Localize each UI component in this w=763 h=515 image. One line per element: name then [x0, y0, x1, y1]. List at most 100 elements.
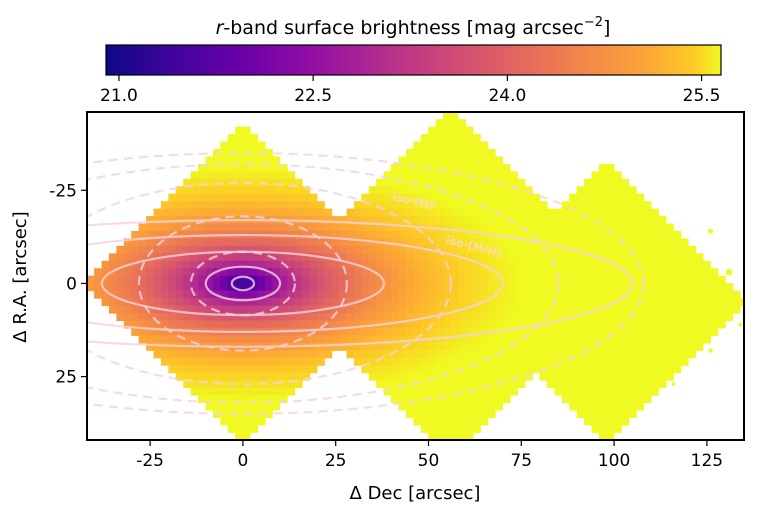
map-pixel	[688, 245, 697, 254]
map-pixel	[450, 424, 459, 433]
map-pixel	[665, 275, 674, 284]
map-pixel	[569, 216, 578, 225]
map-pixel	[443, 178, 452, 187]
map-pixel	[316, 275, 325, 284]
map-pixel	[457, 245, 466, 254]
map-pixel	[487, 253, 496, 262]
map-pixel	[443, 193, 452, 202]
map-pixel	[376, 245, 385, 254]
map-pixel	[279, 394, 288, 404]
map-pixel	[502, 230, 511, 240]
map-pixel	[108, 298, 117, 307]
map-pixel	[584, 283, 593, 292]
map-pixel	[636, 312, 645, 322]
map-pixel	[220, 372, 229, 381]
map-pixel	[628, 260, 637, 269]
map-pixel	[146, 327, 155, 336]
map-pixel	[309, 208, 318, 217]
map-pixel	[517, 186, 526, 195]
map-pixel	[250, 148, 259, 158]
map-pixel	[539, 245, 548, 254]
map-pixel	[212, 171, 221, 180]
map-pixel	[613, 342, 622, 351]
map-pixel	[220, 402, 229, 411]
map-pixel	[450, 290, 459, 299]
map-pixel	[598, 253, 607, 262]
map-pixel	[301, 372, 311, 381]
map-pixel	[517, 298, 526, 307]
map-pixel	[212, 253, 221, 262]
map-pixel	[368, 327, 377, 336]
map-pixel	[116, 312, 125, 322]
map-pixel	[316, 201, 325, 210]
map-pixel	[146, 245, 155, 254]
map-pixel	[235, 275, 244, 284]
map-pixel	[198, 335, 207, 344]
map-pixel	[235, 387, 244, 396]
map-pixel	[428, 141, 437, 150]
map-pixel	[353, 201, 362, 210]
map-spot	[679, 303, 683, 308]
map-pixel	[153, 268, 162, 277]
map-pixel	[480, 350, 489, 359]
map-pixel	[613, 372, 622, 381]
map-pixel	[465, 320, 474, 329]
map-pixel	[220, 201, 229, 210]
map-pixel	[598, 432, 607, 440]
map-pixel	[435, 193, 444, 202]
map-pixel	[443, 387, 452, 396]
map-pixel	[183, 320, 192, 329]
map-pixel	[695, 335, 704, 344]
map-pixel	[457, 178, 466, 187]
map-pixel	[428, 350, 437, 359]
map-pixel	[264, 298, 273, 307]
map-pixel	[576, 350, 585, 359]
map-pixel	[584, 417, 593, 426]
map-pixel	[212, 365, 221, 374]
map-pixel	[413, 268, 422, 277]
map-pixel	[324, 327, 333, 336]
map-pixel	[235, 208, 244, 217]
map-pixel	[569, 305, 578, 314]
map-pixel	[539, 335, 548, 344]
map-pixel	[450, 312, 459, 322]
map-pixel	[502, 312, 511, 322]
map-pixel	[376, 372, 385, 381]
map-pixel	[227, 320, 236, 329]
map-pixel	[190, 201, 199, 210]
map-pixel	[472, 327, 481, 336]
map-pixel	[643, 357, 652, 366]
map-pixel	[598, 305, 607, 314]
map-pixel	[250, 163, 259, 172]
map-pixel	[443, 201, 452, 210]
map-pixel	[643, 365, 652, 374]
map-pixel	[383, 216, 392, 225]
map-pixel	[628, 350, 637, 359]
map-pixel	[606, 290, 615, 299]
map-pixel	[376, 312, 385, 322]
map-pixel	[591, 216, 600, 225]
map-pixel	[250, 402, 259, 411]
map-pixel	[279, 201, 288, 210]
map-pixel	[487, 305, 496, 314]
map-pixel	[264, 312, 273, 322]
map-pixel	[287, 357, 296, 366]
map-pixel	[353, 223, 362, 232]
map-pixel	[116, 283, 125, 292]
map-pixel	[227, 312, 236, 322]
map-pixel	[413, 342, 422, 351]
map-pixel	[465, 424, 474, 433]
map-pixel	[331, 335, 340, 344]
map-pixel	[450, 298, 459, 307]
map-pixel	[242, 372, 251, 381]
map-pixel	[443, 402, 452, 411]
map-pixel	[509, 320, 518, 329]
map-pixel	[502, 208, 511, 217]
map-pixel	[346, 230, 355, 240]
map-pixel	[658, 268, 667, 277]
map-pixel	[250, 312, 259, 322]
map-pixel	[450, 305, 459, 314]
map-pixel	[175, 335, 184, 344]
map-pixel	[279, 290, 288, 299]
map-pixel	[324, 268, 333, 277]
